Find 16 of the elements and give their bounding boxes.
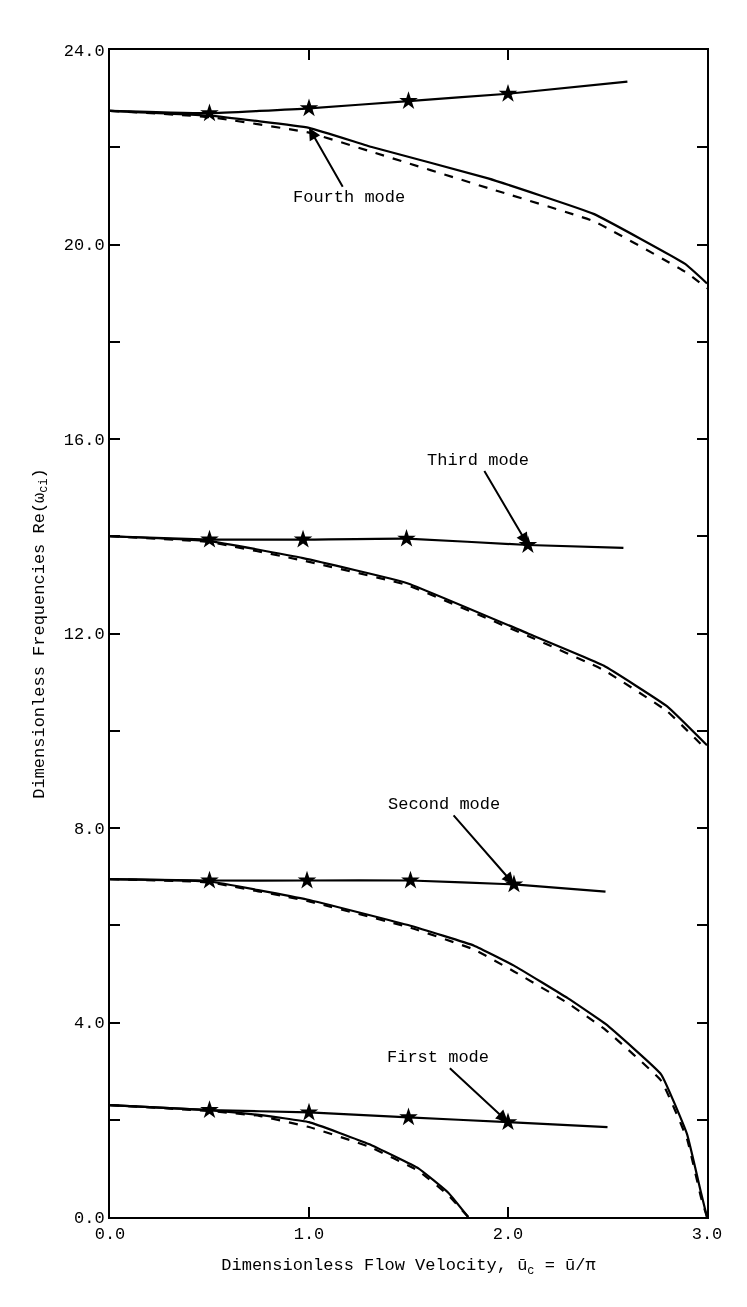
x-tick-label: 1.0 bbox=[293, 1225, 325, 1245]
y-tick-label: 8.0 bbox=[73, 819, 105, 839]
annotation: Third mode bbox=[427, 451, 530, 470]
annotation: Fourth mode bbox=[293, 188, 406, 207]
y-tick-label: 0.0 bbox=[73, 1208, 105, 1228]
y-tick-label: 12.0 bbox=[63, 625, 105, 645]
y-tick-label: 20.0 bbox=[63, 236, 105, 256]
x-tick-label: 0.0 bbox=[94, 1225, 126, 1245]
x-tick-label: 2.0 bbox=[492, 1225, 524, 1245]
x-tick-label: 3.0 bbox=[691, 1225, 723, 1245]
annotation: Second mode bbox=[388, 795, 501, 814]
x-axis-title: Dimensionless Flow Velocity, ū$_{c}$ = ū/π bbox=[221, 1256, 596, 1278]
y-tick-label: 24.0 bbox=[63, 41, 105, 61]
annotation: First mode bbox=[387, 1048, 490, 1067]
y-tick-label: 16.0 bbox=[63, 430, 105, 450]
y-tick-label: 4.0 bbox=[73, 1014, 105, 1034]
